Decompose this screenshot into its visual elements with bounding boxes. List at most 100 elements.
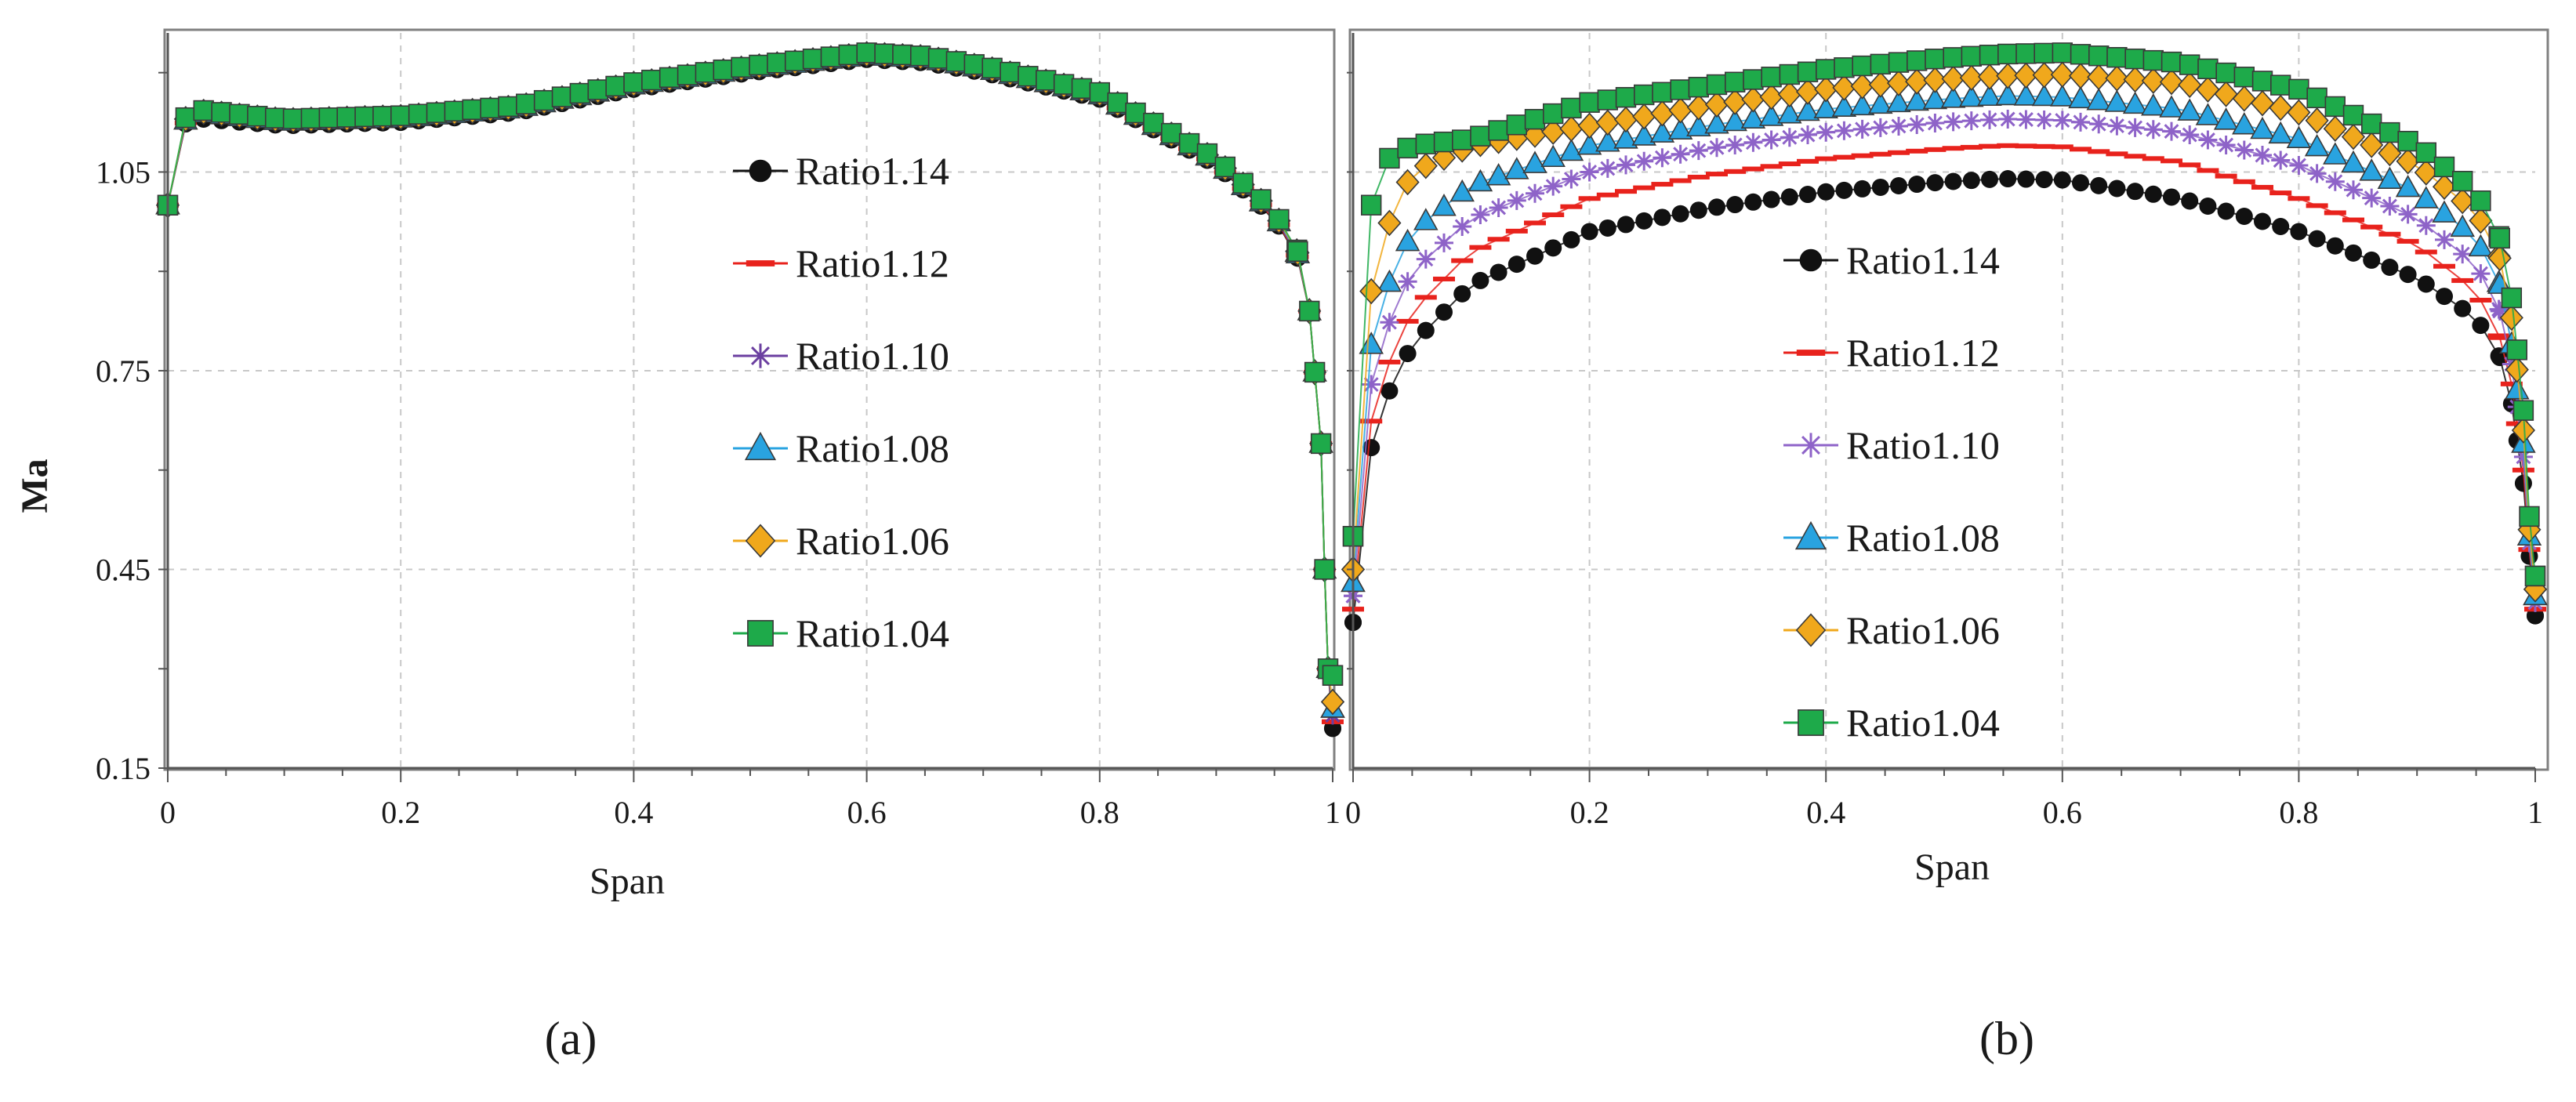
data-point [820, 46, 842, 67]
data-point [2250, 116, 2275, 140]
data-point [1250, 189, 1272, 210]
data-point [211, 102, 232, 123]
data-point [749, 54, 770, 76]
data-point [2105, 65, 2129, 92]
data-point [1761, 67, 1782, 88]
y-axis-label: Ma [14, 459, 56, 513]
data-point [480, 97, 501, 119]
data-point [2052, 111, 2072, 130]
data-point [2489, 227, 2510, 249]
legend-entry: Ratio1.10 [1783, 423, 2000, 467]
legend-a: Ratio1.14 Ratio1.12 Ratio1.10 Ratio1.08 Rati… [733, 149, 949, 655]
grid-b [1353, 33, 2535, 768]
data-point [2417, 275, 2435, 293]
data-point [1507, 190, 1526, 210]
data-point [1304, 361, 1326, 383]
data-point [2471, 264, 2491, 284]
data-point [1526, 183, 1544, 203]
data-point [1598, 219, 1616, 237]
data-point [2513, 400, 2534, 421]
data-point [2051, 144, 2073, 150]
data-point [2053, 171, 2071, 189]
data-point [2453, 245, 2473, 264]
data-point [1762, 190, 1780, 208]
data-point [695, 62, 717, 83]
data-point [1995, 82, 2020, 106]
data-point [1980, 110, 1999, 129]
data-point [2217, 202, 2235, 220]
data-point [1707, 138, 1726, 158]
data-point [2179, 54, 2200, 75]
data-point [1561, 97, 1582, 119]
legend-label: Ratio1.06 [1846, 608, 2000, 652]
data-point [2195, 103, 2221, 125]
data-point [1725, 136, 1745, 155]
panel-caption-a: (a) [545, 1013, 597, 1064]
data-point [2106, 151, 2128, 157]
data-point [1907, 50, 1928, 71]
data-point [2034, 42, 2055, 64]
data-point [2452, 170, 2473, 192]
data-point [731, 56, 752, 78]
data-point [1320, 688, 1345, 716]
data-point [2379, 121, 2400, 143]
legend-entry: Ratio1.04 [1783, 701, 2000, 745]
data-point [516, 93, 537, 114]
data-point [2380, 197, 2400, 216]
data-point [1689, 201, 1707, 219]
data-point [2468, 234, 2494, 257]
data-point [1944, 172, 1962, 190]
x-tick-label: 0.8 [2279, 795, 2318, 830]
legend-entry: Ratio1.10 [733, 334, 949, 378]
data-point [2143, 120, 2163, 140]
data-point [1905, 68, 1929, 95]
data-point [2360, 132, 2384, 158]
data-point [1869, 151, 1892, 157]
data-point [1688, 77, 1709, 98]
data-point [2068, 63, 2093, 89]
data-point [856, 42, 877, 63]
data-point [1689, 141, 1708, 161]
data-point [193, 100, 214, 121]
data-point [1961, 111, 1981, 131]
data-point [1833, 154, 1856, 160]
legend-marker [744, 431, 777, 461]
data-point [1849, 92, 1875, 116]
data-point [2345, 244, 2362, 262]
data-point [1904, 88, 1929, 111]
legend-entry: Ratio1.14 [733, 149, 949, 193]
data-point [1360, 419, 1383, 424]
data-point [2068, 85, 2093, 109]
data-point [2397, 130, 2418, 152]
x-tick-label: 0.6 [2043, 795, 2082, 830]
x-tick-label: 0 [160, 795, 176, 830]
legend-marker [1794, 520, 1827, 550]
data-point [1413, 152, 1438, 179]
data-point [927, 48, 949, 69]
legend-entry: Ratio1.08 [733, 426, 949, 470]
data-point [1886, 70, 1911, 96]
data-point [1125, 102, 1146, 124]
data-point [713, 59, 734, 81]
data-point [838, 44, 859, 66]
data-point [1852, 55, 1873, 77]
legend-label: Ratio1.10 [796, 334, 949, 378]
data-point [2306, 203, 2328, 208]
data-point [1508, 256, 1526, 274]
legend-label: Ratio1.04 [1846, 701, 2000, 745]
data-point [1633, 185, 1656, 190]
data-point [2070, 44, 2092, 65]
data-point [2088, 149, 2110, 154]
data-point [1578, 196, 1601, 201]
data-point [1452, 129, 1473, 150]
data-point [1562, 169, 1581, 189]
data-point [2361, 113, 2382, 135]
data-point [1999, 170, 2017, 188]
data-point [1743, 69, 1764, 90]
data-point [1377, 209, 1402, 237]
data-point [1669, 178, 1692, 183]
data-point [2181, 192, 2199, 210]
data-point [1196, 143, 1218, 165]
data-point [2013, 83, 2039, 106]
data-point [2344, 180, 2363, 200]
